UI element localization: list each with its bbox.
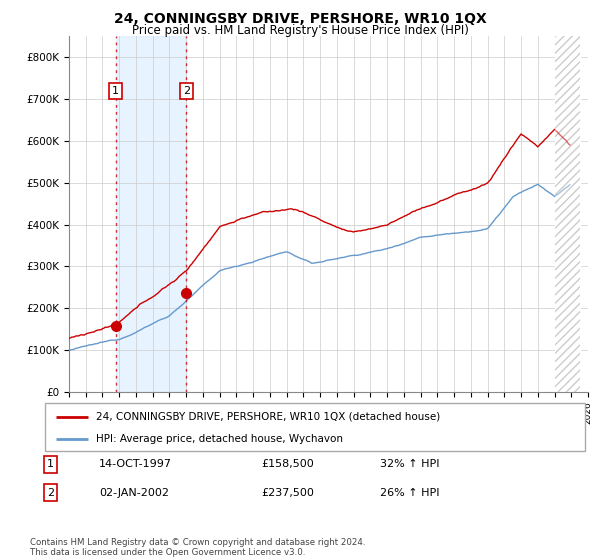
Bar bbox=[554, 36, 580, 392]
Bar bbox=[116, 36, 186, 392]
Text: 1: 1 bbox=[112, 86, 119, 96]
Text: 26% ↑ HPI: 26% ↑ HPI bbox=[380, 488, 439, 498]
Text: £237,500: £237,500 bbox=[261, 488, 314, 498]
Text: HPI: Average price, detached house, Wychavon: HPI: Average price, detached house, Wych… bbox=[96, 434, 343, 444]
Text: 24, CONNINGSBY DRIVE, PERSHORE, WR10 1QX: 24, CONNINGSBY DRIVE, PERSHORE, WR10 1QX bbox=[113, 12, 487, 26]
Text: 2: 2 bbox=[47, 488, 54, 498]
Text: 24, CONNINGSBY DRIVE, PERSHORE, WR10 1QX (detached house): 24, CONNINGSBY DRIVE, PERSHORE, WR10 1QX… bbox=[96, 412, 440, 422]
Text: Price paid vs. HM Land Registry's House Price Index (HPI): Price paid vs. HM Land Registry's House … bbox=[131, 24, 469, 37]
FancyBboxPatch shape bbox=[45, 403, 585, 451]
Text: 32% ↑ HPI: 32% ↑ HPI bbox=[380, 459, 439, 469]
Text: 2: 2 bbox=[182, 86, 190, 96]
Text: 14-OCT-1997: 14-OCT-1997 bbox=[99, 459, 172, 469]
Bar bbox=[554, 36, 580, 392]
Text: £158,500: £158,500 bbox=[261, 459, 314, 469]
Text: 02-JAN-2002: 02-JAN-2002 bbox=[99, 488, 169, 498]
Text: 1: 1 bbox=[47, 459, 54, 469]
Text: Contains HM Land Registry data © Crown copyright and database right 2024.
This d: Contains HM Land Registry data © Crown c… bbox=[30, 538, 365, 557]
